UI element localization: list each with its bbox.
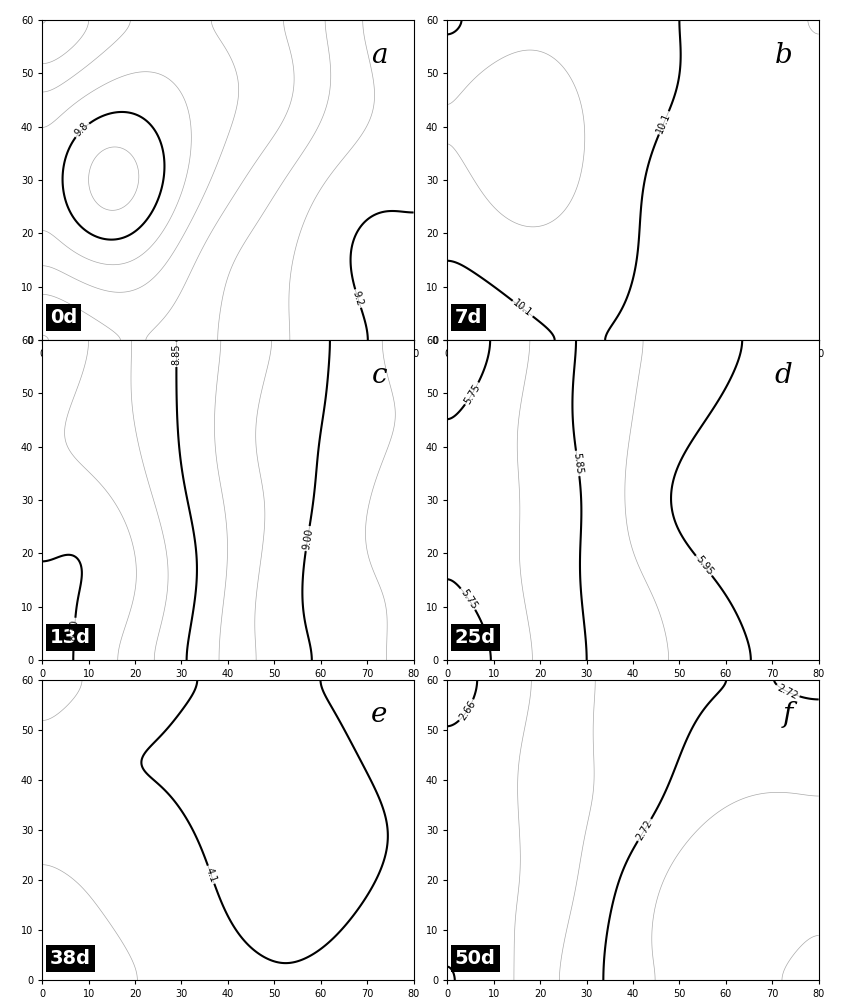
Text: 7d: 7d (455, 308, 482, 327)
Text: 5.85: 5.85 (571, 452, 584, 475)
Text: 5.95: 5.95 (693, 554, 715, 577)
Text: 10.1: 10.1 (655, 111, 673, 135)
Text: 25d: 25d (455, 628, 496, 647)
Text: c: c (372, 362, 387, 389)
Text: 9.00: 9.00 (301, 527, 314, 550)
Text: d: d (775, 362, 793, 389)
Text: 9.2: 9.2 (351, 290, 365, 307)
Text: f: f (782, 701, 793, 728)
Text: b: b (775, 42, 793, 69)
Text: 2.66: 2.66 (457, 699, 478, 722)
Text: 50d: 50d (455, 949, 495, 968)
Text: 0d: 0d (50, 308, 77, 327)
Text: 5.75: 5.75 (458, 587, 479, 611)
Text: 8.70: 8.70 (69, 619, 80, 641)
Text: 10.1: 10.1 (511, 298, 534, 319)
Text: 13d: 13d (50, 628, 90, 647)
Text: 38d: 38d (50, 949, 90, 968)
Text: 8.85: 8.85 (171, 344, 181, 365)
Text: 4.1: 4.1 (204, 866, 219, 884)
Text: e: e (371, 701, 387, 728)
Text: 5.75: 5.75 (463, 382, 482, 406)
Text: 2.72: 2.72 (776, 682, 799, 701)
Text: a: a (371, 42, 387, 69)
Text: 2.72: 2.72 (635, 818, 654, 842)
Text: 9.8: 9.8 (73, 121, 91, 139)
